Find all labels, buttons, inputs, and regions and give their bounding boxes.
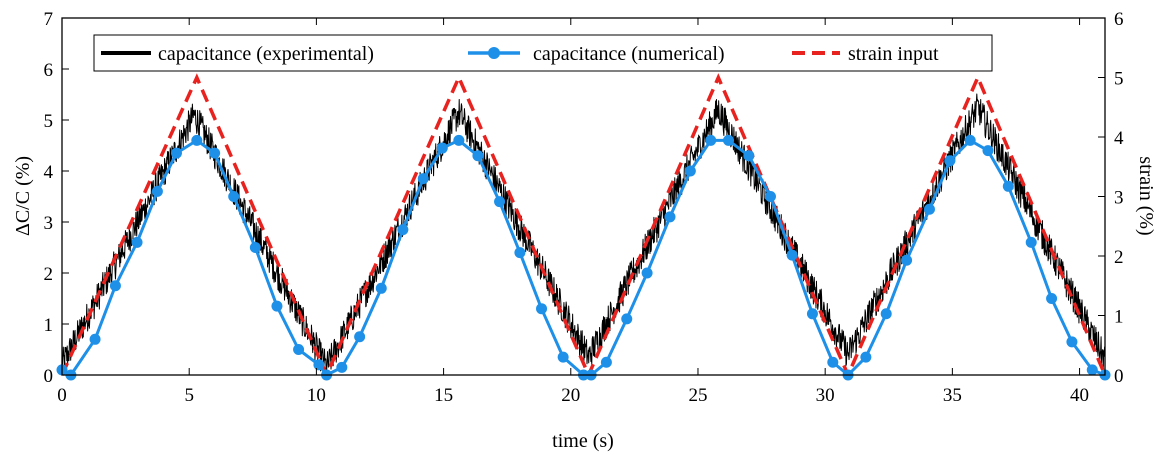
numerical-point <box>964 134 976 146</box>
numerical-point <box>1066 336 1078 348</box>
numerical-point <box>827 356 839 368</box>
numerical-point <box>271 300 283 312</box>
numerical-point <box>109 280 121 292</box>
series-line-strain-input <box>60 73 1107 380</box>
left-y-axis-ticks: 0 1 2 3 4 5 6 7 <box>44 9 69 387</box>
numerical-point <box>641 267 653 279</box>
plot-content <box>56 73 1111 381</box>
numerical-point <box>860 351 872 363</box>
numerical-point <box>664 211 676 223</box>
numerical-point <box>514 247 526 259</box>
x-tick-label: 20 <box>561 385 580 406</box>
x-tick-label: 5 <box>184 385 194 406</box>
legend-label-numerical: capacitance (numerical) <box>533 43 725 65</box>
numerical-point <box>880 308 892 320</box>
legend-marker-numerical <box>488 47 500 59</box>
left-y-tick-label: 0 <box>44 366 54 387</box>
numerical-point <box>228 191 240 202</box>
numerical-point <box>209 147 221 159</box>
numerical-point <box>354 331 366 343</box>
numerical-point <box>336 361 348 373</box>
numerical-point <box>417 173 429 185</box>
numerical-point <box>151 185 163 197</box>
right-y-tick-label: 4 <box>1114 128 1124 149</box>
series-line-experimental <box>61 93 1106 377</box>
numerical-point <box>923 203 935 215</box>
left-y-tick-label: 1 <box>44 315 54 336</box>
numerical-point <box>397 224 409 236</box>
left-y-tick-label: 4 <box>44 162 54 183</box>
x-tick-label: 35 <box>943 385 962 406</box>
legend-label-strain: strain input <box>848 43 939 65</box>
x-axis-label: time (s) <box>552 430 614 452</box>
left-y-axis-label: ΔC/C (%) <box>12 156 34 236</box>
numerical-point <box>1086 364 1098 376</box>
right-y-tick-label: 5 <box>1114 69 1124 90</box>
x-tick-label: 15 <box>434 385 453 406</box>
numerical-point <box>705 134 717 146</box>
left-y-tick-label: 6 <box>44 60 54 81</box>
x-tick-label: 30 <box>816 385 835 406</box>
right-y-tick-label: 6 <box>1114 9 1124 30</box>
legend: capacitance (experimental) capacitance (… <box>93 34 993 72</box>
numerical-point <box>472 150 484 162</box>
numerical-point <box>786 249 798 261</box>
numerical-point <box>982 145 994 157</box>
numerical-point <box>453 134 465 146</box>
left-y-tick-label: 3 <box>44 213 54 234</box>
right-y-axis-ticks: 0 1 2 3 4 5 6 <box>1098 9 1124 387</box>
numerical-point <box>743 150 755 162</box>
left-y-tick-label: 2 <box>44 264 54 285</box>
right-y-tick-label: 1 <box>1114 307 1124 328</box>
numerical-point <box>436 142 448 154</box>
numerical-point <box>944 155 956 167</box>
numerical-point <box>600 356 612 368</box>
numerical-point <box>131 236 143 248</box>
numerical-point <box>684 165 696 177</box>
x-axis-ticks: 0 5 10 15 20 25 30 35 40 <box>57 18 1089 406</box>
numerical-point <box>191 134 203 146</box>
numerical-point <box>170 147 182 159</box>
left-y-tick-label: 5 <box>44 111 54 132</box>
legend-box <box>93 34 993 72</box>
numerical-point <box>621 313 633 325</box>
legend-label-experimental: capacitance (experimental) <box>158 43 374 65</box>
right-y-tick-label: 0 <box>1114 366 1124 387</box>
x-tick-label: 0 <box>57 385 67 406</box>
numerical-point <box>89 333 101 345</box>
x-tick-label: 40 <box>1070 385 1089 406</box>
numerical-point <box>293 344 305 355</box>
left-y-tick-label: 7 <box>44 9 54 30</box>
x-tick-label: 25 <box>688 385 707 406</box>
numerical-point <box>901 254 913 266</box>
numerical-point <box>1002 180 1014 192</box>
right-y-axis-label: strain (%) <box>1135 156 1157 235</box>
numerical-point <box>1025 236 1037 248</box>
numerical-point <box>536 303 548 315</box>
numerical-point <box>557 351 569 363</box>
numerical-point <box>249 242 261 253</box>
right-y-tick-label: 3 <box>1114 188 1124 209</box>
numerical-point <box>806 308 818 320</box>
numerical-point <box>764 191 776 202</box>
right-y-tick-label: 2 <box>1114 247 1124 268</box>
x-tick-label: 10 <box>307 385 326 406</box>
numerical-point <box>313 359 325 371</box>
numerical-point <box>375 282 387 294</box>
numerical-point <box>723 134 734 146</box>
numerical-point <box>1046 293 1058 304</box>
numerical-point <box>494 196 506 208</box>
plot-frame <box>61 17 1106 376</box>
